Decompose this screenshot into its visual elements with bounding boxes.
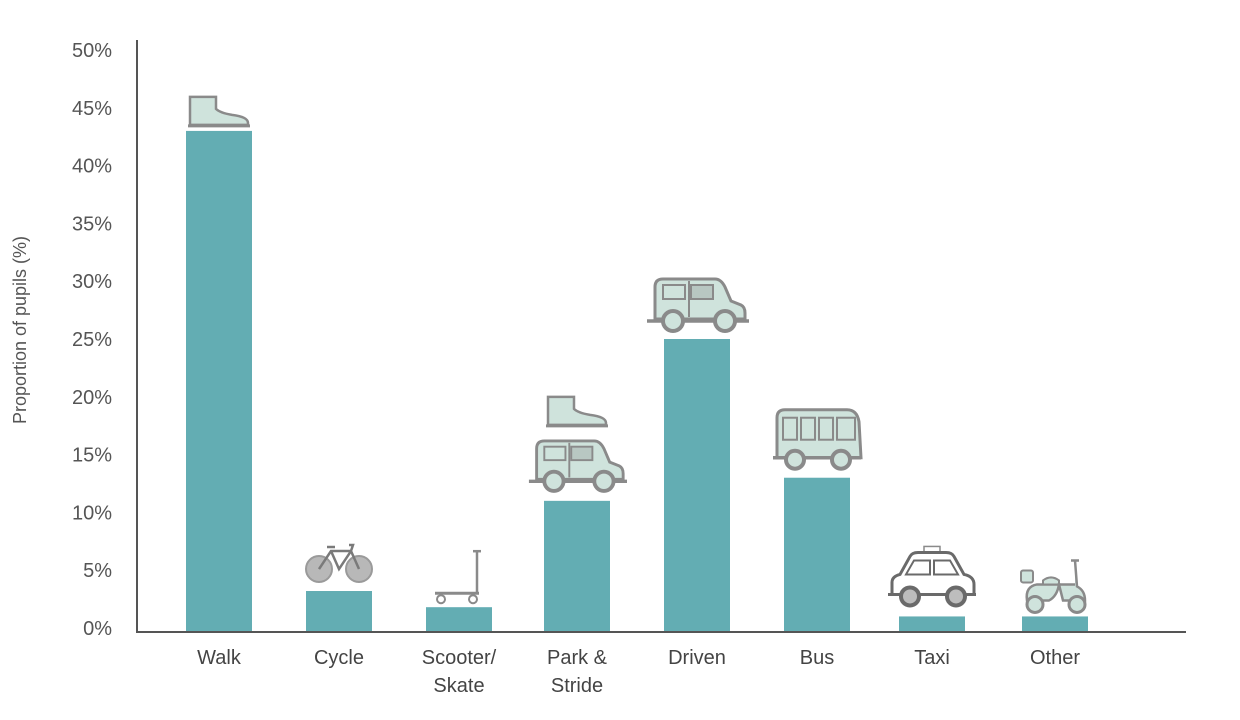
y-tick-label: 50%	[72, 40, 112, 62]
y-tick-label: 35%	[72, 213, 112, 235]
bicycle-icon	[305, 543, 373, 584]
category-label: Walk	[197, 647, 242, 669]
y-tick-label: 45%	[72, 98, 112, 120]
bar	[899, 616, 965, 631]
y-tick-label: 15%	[72, 445, 112, 467]
category-label: Scooter/	[422, 647, 497, 669]
chart-axes	[136, 40, 1186, 633]
category-label: Park &	[547, 647, 608, 669]
bar-icons	[188, 95, 1087, 614]
bar	[426, 607, 492, 631]
category-label: Driven	[668, 647, 726, 669]
bar-series	[186, 130, 1088, 632]
category-label: Other	[1030, 647, 1080, 669]
car-and-shoe-icon	[528, 395, 628, 493]
scooter-icon	[435, 549, 481, 605]
shoe-icon	[188, 95, 250, 128]
y-tick-label: 10%	[72, 502, 112, 524]
category-label: Stride	[551, 675, 603, 697]
car-icon	[647, 277, 749, 333]
bar	[1022, 616, 1088, 631]
y-tick-label: 5%	[83, 560, 112, 582]
y-tick-label: 40%	[72, 156, 112, 178]
y-tick-label: 25%	[72, 329, 112, 351]
category-label: Bus	[800, 647, 834, 669]
bar	[784, 477, 850, 631]
bar	[664, 339, 730, 631]
y-tick-label: 0%	[83, 618, 112, 640]
y-tick-labels: 0% 5% 10% 15% 20% 25% 30% 35% 40% 45% 50%	[72, 40, 112, 640]
bar	[186, 130, 252, 632]
bus-icon	[773, 408, 863, 471]
bar	[306, 591, 372, 631]
taxi-icon	[888, 545, 976, 608]
category-label: Cycle	[314, 647, 364, 669]
category-label: Skate	[433, 675, 484, 697]
moped-icon	[1020, 559, 1087, 614]
category-labels: Walk Cycle Scooter/Skate Park & Stride Driven…	[197, 647, 1080, 697]
bar	[544, 500, 610, 631]
y-tick-label: 30%	[72, 271, 112, 293]
y-axis-title: Proportion of pupils (%)	[10, 236, 30, 424]
category-label: Taxi	[914, 647, 950, 669]
y-tick-label: 20%	[72, 387, 112, 409]
